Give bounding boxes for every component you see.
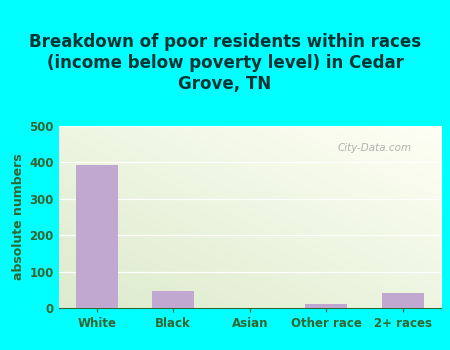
Bar (76, 165, 118, 308)
Y-axis label: absolute numbers: absolute numbers (12, 154, 25, 280)
Text: City-Data.com: City-Data.com (338, 143, 412, 153)
Bar (305, 304, 347, 308)
Bar (382, 293, 424, 308)
Text: Breakdown of poor residents within races
(income below poverty level) in Cedar
G: Breakdown of poor residents within races… (29, 33, 421, 93)
Bar (152, 291, 194, 308)
